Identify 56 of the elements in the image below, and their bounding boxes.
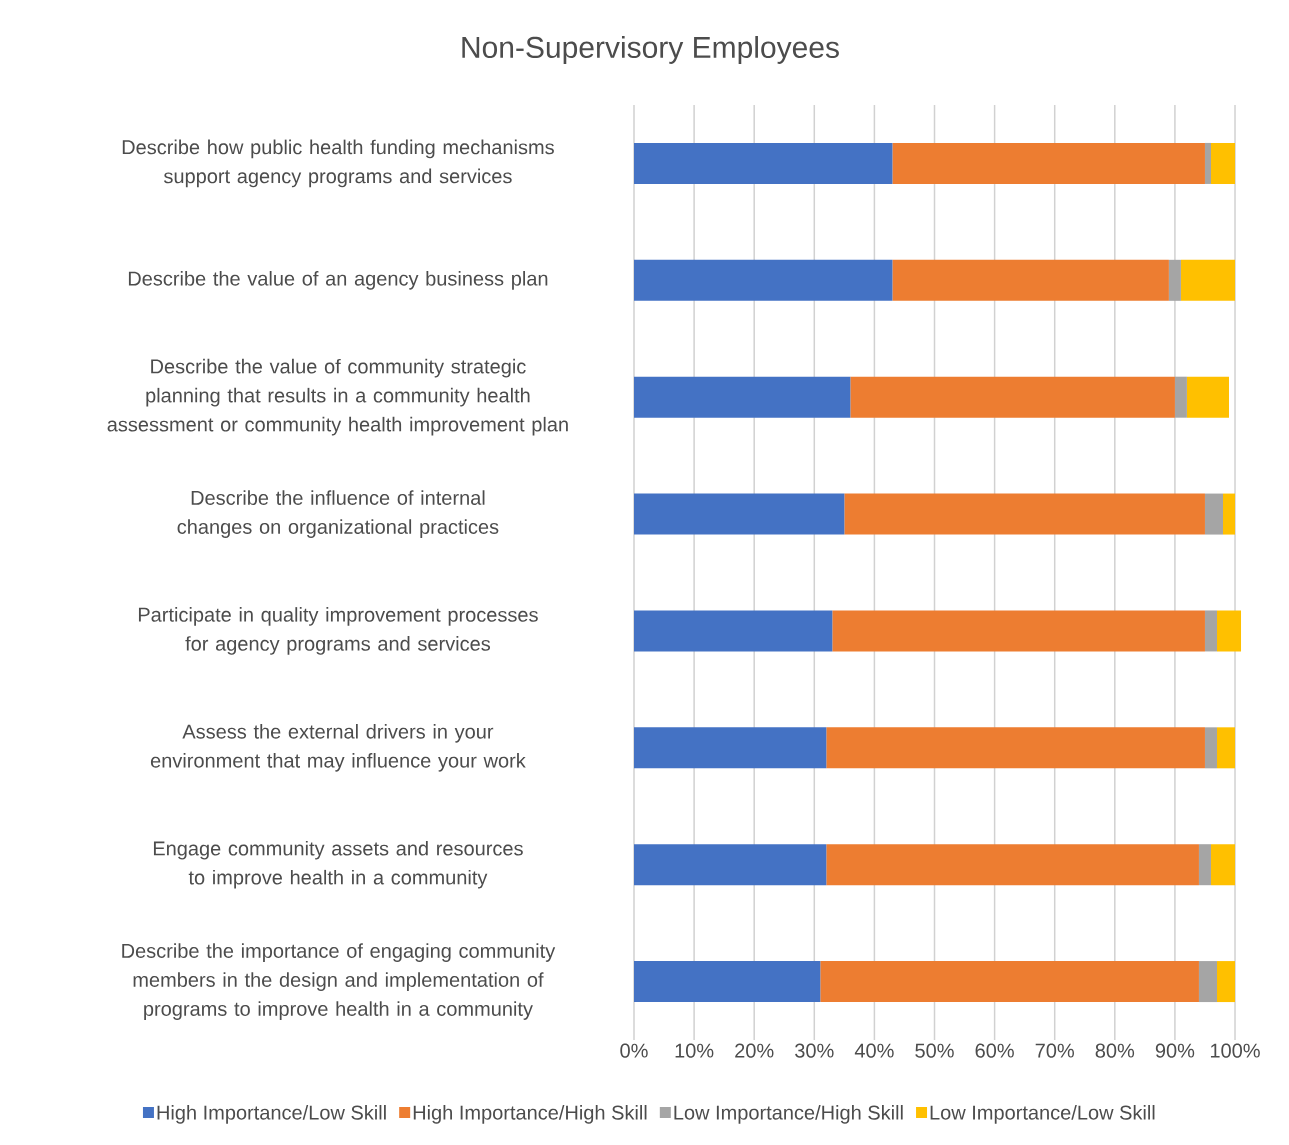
bar [634,610,833,652]
legend-label: Low Importance/High Skill [674,1104,903,1124]
x-tick-label: 30% [795,1043,834,1058]
x-tick-label: 10% [675,1043,714,1058]
y-tick-label: Describe the value of community strategic planning that results in a community health assessment or community health improvement plan [107,358,568,436]
bar [844,493,1205,535]
bar [832,610,1205,652]
bar [892,259,1169,301]
x-tick-label: 80% [1095,1043,1135,1058]
x-tick-label: 100% [1210,1043,1260,1058]
bar [1216,961,1236,1003]
bar [1204,142,1211,184]
bar [1210,844,1236,886]
bar [1198,844,1211,886]
y-tick-label: Engage community assets and resources to improve health in a community [153,840,523,889]
bar [1186,376,1229,418]
x-tick-label: 60% [975,1043,1014,1058]
bar [1198,961,1217,1003]
bar [1210,142,1236,184]
x-tick-label: 0% [620,1043,648,1058]
bar [1204,727,1217,769]
x-tick-label: 70% [1035,1043,1074,1058]
y-tick-label: Assess the external drivers in your environment that may influence your work [150,724,526,772]
legend-label: High Importance/Low Skill [157,1104,386,1124]
bar [850,376,1175,418]
x-tick-label: 90% [1155,1043,1195,1058]
bar [634,727,827,769]
bar [634,376,851,418]
bar [892,142,1205,184]
x-tick-label: 50% [915,1043,954,1058]
bar [1180,259,1236,301]
y-tick-label: Participate in quality improvement processes for agency programs and services [138,607,538,655]
y-tick-label: Describe the importance of engaging community members in the design and implementation of programs to improve health in a community [122,943,556,1020]
bar [1168,259,1181,301]
bar [1216,727,1236,769]
bar [634,844,827,886]
bar [634,142,893,184]
bar [634,961,821,1003]
legend-label: Low Importance/Low Skill [930,1104,1155,1124]
bar [1204,610,1217,652]
bar [1174,376,1187,418]
bar [634,493,845,535]
bar [826,727,1205,769]
y-tick-label: Describe the influence of internal changes on organizational practices [177,490,499,538]
x-tick-label: 20% [735,1043,774,1058]
y-tick-label: Describe the value of an agency business plan [128,270,548,290]
bar [634,259,893,301]
bar [826,844,1199,886]
chart-title: Non-Supervisory Employees [462,36,839,64]
legend-label: High Importance/High Skill [413,1104,647,1124]
bar [1216,610,1242,652]
bar [820,961,1199,1003]
y-tick-label: Describe how public health funding mechanisms support agency programs and services [122,139,554,188]
bar [1222,493,1236,535]
x-tick-label: 40% [854,1043,894,1058]
bar [1204,493,1223,535]
